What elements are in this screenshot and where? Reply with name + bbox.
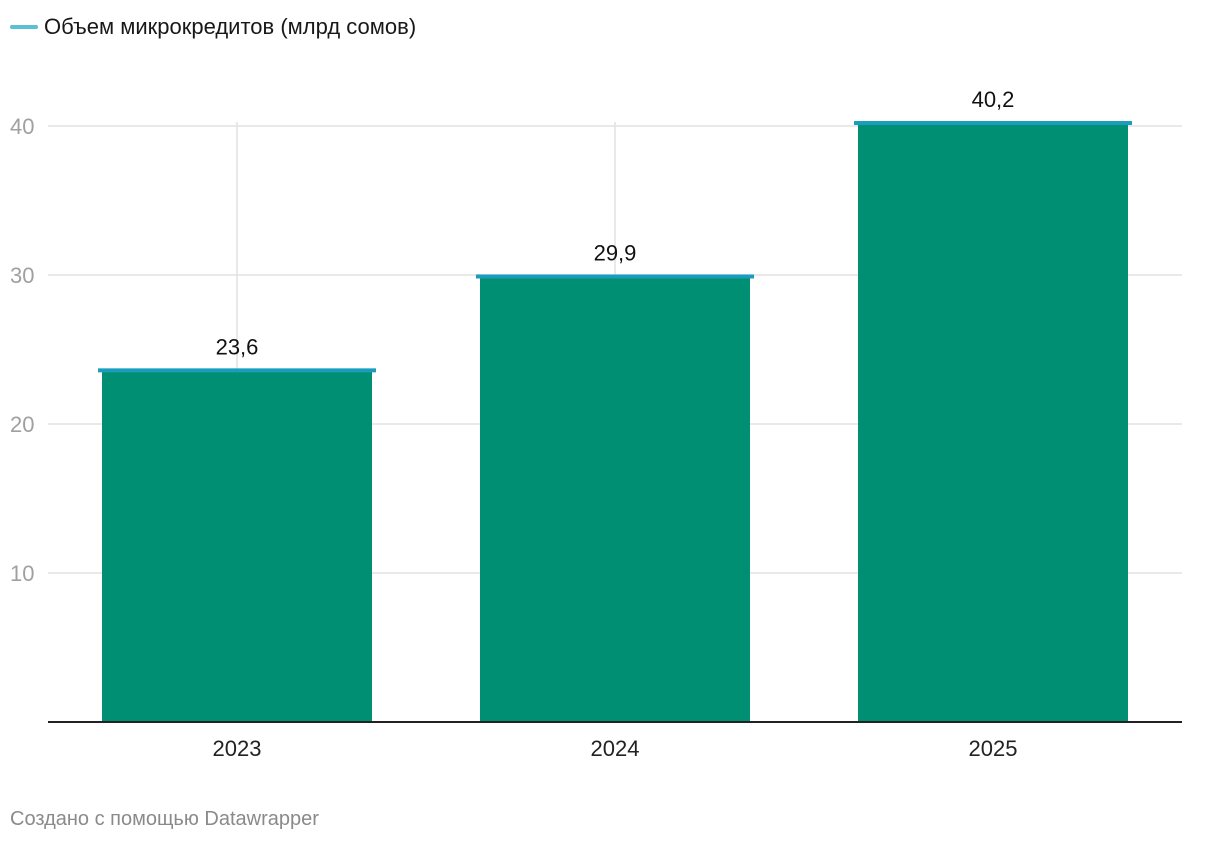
legend-label: Объем микрокредитов (млрд сомов) — [44, 14, 417, 39]
footer-credit: Создано с помощью Datawrapper — [10, 808, 319, 830]
x-tick-label: 2024 — [591, 736, 640, 761]
x-tick-label: 2023 — [213, 736, 262, 761]
bar — [102, 370, 372, 722]
bar-top-line — [476, 274, 754, 279]
legend-swatch — [10, 25, 38, 29]
bar-top-line — [854, 121, 1132, 126]
bar-chart: 10 20 30 40 23,6 2023 29,9 2024 40,2 2025 — [10, 87, 1182, 761]
y-tick-label: 20 — [10, 412, 34, 437]
y-tick-label: 10 — [10, 561, 34, 586]
data-label: 40,2 — [972, 87, 1015, 112]
legend: Объем микрокредитов (млрд сомов) — [10, 14, 416, 40]
y-tick-label: 40 — [10, 114, 34, 139]
y-tick-label: 30 — [10, 263, 34, 288]
data-label: 29,9 — [594, 240, 637, 265]
bar — [858, 123, 1128, 722]
bar-top-line — [98, 368, 376, 373]
bar — [480, 276, 750, 722]
data-label: 23,6 — [216, 334, 259, 359]
x-tick-label: 2025 — [969, 736, 1018, 761]
